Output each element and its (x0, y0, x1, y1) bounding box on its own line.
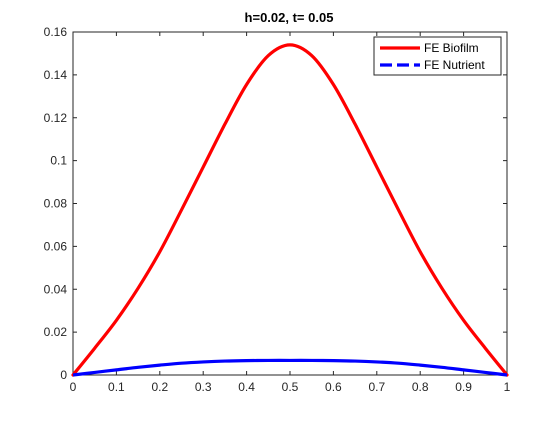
x-tick-label: 0.7 (368, 380, 385, 394)
legend: FE Biofilm FE Nutrient (373, 36, 502, 76)
x-tick-label: 0.8 (412, 380, 429, 394)
x-tick-label: 0 (70, 380, 77, 394)
plot-frame (72, 31, 508, 376)
y-tick-label: 0.14 (44, 68, 68, 82)
y-tick-label: 0.16 (44, 25, 68, 39)
y-tick-label: 0.06 (44, 239, 68, 253)
plot-area (72, 31, 508, 376)
x-tick-label: 0.6 (325, 380, 342, 394)
y-tick-label: 0.04 (44, 282, 68, 296)
x-tick-label: 0.2 (151, 380, 168, 394)
y-axis: 0 0.02 0.04 0.06 0.08 0.1 0.12 0.14 0.16 (44, 25, 507, 382)
y-tick-label: 0.1 (50, 154, 67, 168)
y-tick-label: 0.12 (44, 111, 68, 125)
x-tick-label: 1 (504, 380, 511, 394)
y-tick-label: 0.08 (44, 197, 68, 211)
legend-label-fe-biofilm: FE Biofilm (424, 41, 479, 55)
x-tick-label: 0.1 (108, 380, 125, 394)
y-tick-label: 0.02 (44, 325, 68, 339)
chart-title: h=0.02, t= 0.05 (245, 10, 334, 25)
x-tick-label: 0.3 (195, 380, 212, 394)
series-line-fe-biofilm (71, 43, 509, 377)
series-layer (71, 43, 509, 377)
x-tick-label: 0.9 (455, 380, 472, 394)
series-line-fe-nutrient (72, 358, 508, 377)
legend-box (373, 36, 502, 76)
x-tick-label: 0.5 (282, 380, 299, 394)
x-tick-label: 0.4 (238, 380, 255, 394)
y-tick-label: 0 (60, 368, 67, 382)
legend-label-fe-nutrient: FE Nutrient (424, 58, 485, 72)
x-axis: 0 0.1 0.2 0.3 0.4 0.5 0.6 0.7 0.8 0.9 1 (70, 32, 511, 394)
